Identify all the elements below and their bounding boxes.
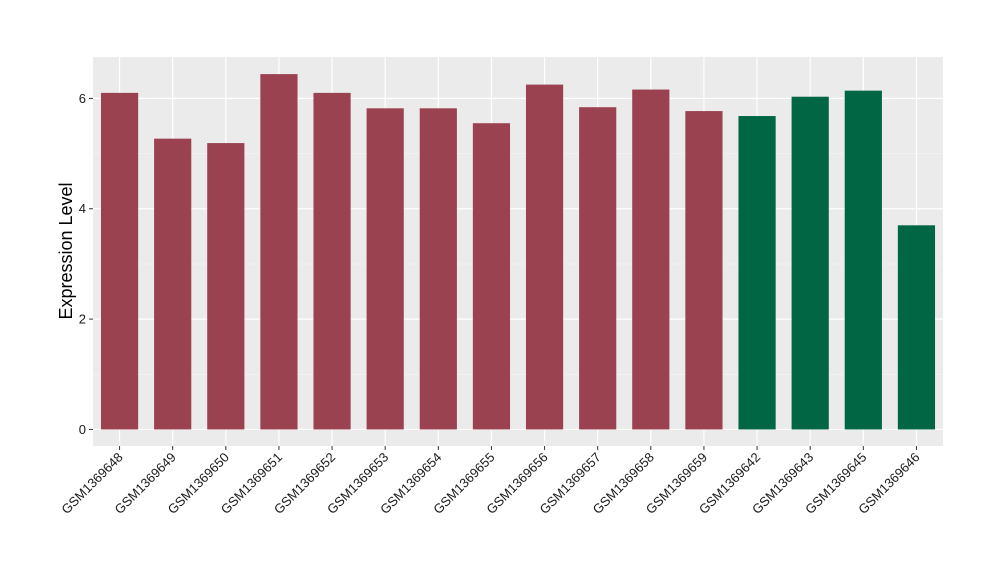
y-tick-label: 4 [79,201,86,216]
bar-GSM1369656 [525,84,564,430]
bar-GSM1369651 [260,74,298,430]
bar-GSM1369653 [366,108,404,430]
x-axis: GSM1369648GSM1369649GSM1369650GSM1369651… [58,446,923,517]
bar-GSM1369648 [100,92,139,430]
bar-GSM1369657 [579,107,617,430]
bar-GSM1369654 [419,108,457,430]
y-tick-label: 2 [79,312,86,327]
bar-GSM1369659 [685,111,723,430]
bar-GSM1369655 [472,123,511,430]
bars [100,74,936,430]
bar-GSM1369650 [207,143,245,430]
y-axis: 0 2 4 6 [79,91,93,437]
bar-GSM1369643 [791,96,829,430]
bar-GSM1369658 [632,89,670,430]
bar-GSM1369646 [897,225,936,430]
bar-GSM1369652 [313,92,351,430]
y-axis-title: Expression Level [56,182,76,319]
y-tick-label: 6 [79,91,86,106]
bar-GSM1369642 [738,116,776,430]
bar-GSM1369649 [154,138,192,430]
y-tick-label: 0 [79,422,86,437]
bar-GSM1369645 [844,90,882,430]
